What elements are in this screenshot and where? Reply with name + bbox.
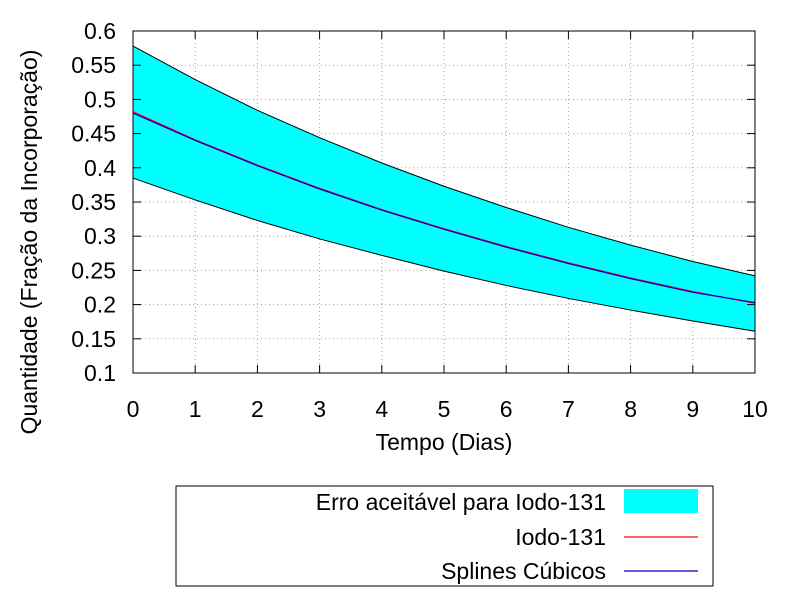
x-tick-label: 7 bbox=[562, 396, 575, 422]
y-tick-label: 0.45 bbox=[71, 121, 116, 147]
legend-label-error-band: Erro aceitável para Iodo-131 bbox=[316, 489, 606, 515]
x-tick-label: 6 bbox=[500, 396, 513, 422]
grid bbox=[133, 31, 755, 373]
legend: Erro aceitável para Iodo-131 Iodo-131 Sp… bbox=[175, 485, 714, 587]
x-tick-label: 10 bbox=[742, 396, 768, 422]
series-iodo-131-line bbox=[132, 111, 756, 304]
y-tick-label: 0.55 bbox=[71, 52, 116, 78]
y-axis-label: Quantidade (Fração da Incorporação) bbox=[16, 50, 42, 435]
x-tick-label: 2 bbox=[251, 396, 264, 422]
legend-box bbox=[175, 485, 714, 587]
x-tick-label: 5 bbox=[438, 396, 451, 422]
x-tick-label: 1 bbox=[189, 396, 202, 422]
y-tick-label: 0.6 bbox=[84, 18, 116, 44]
error-band-lower-edge bbox=[132, 177, 756, 332]
y-tick-label: 0.5 bbox=[84, 86, 116, 112]
x-tick-label: 8 bbox=[624, 396, 637, 422]
y-tick-label: 0.3 bbox=[84, 223, 116, 249]
legend-label-splines-cubicos: Splines Cúbicos bbox=[441, 558, 606, 584]
x-tick-label: 9 bbox=[686, 396, 699, 422]
x-axis-label: Tempo (Dias) bbox=[376, 429, 513, 455]
legend-label-iodo-131: Iodo-131 bbox=[515, 524, 606, 550]
y-tick-label: 0.15 bbox=[71, 326, 116, 352]
x-tick-label: 3 bbox=[313, 396, 326, 422]
y-tick-label: 0.4 bbox=[84, 155, 116, 181]
y-tick-label: 0.25 bbox=[71, 257, 116, 283]
y-tick-label: 0.2 bbox=[84, 292, 116, 318]
error-band bbox=[133, 46, 755, 332]
y-tick-label: 0.1 bbox=[84, 360, 116, 386]
x-tick-label: 0 bbox=[127, 396, 140, 422]
error-band-upper-edge bbox=[132, 45, 756, 277]
ticks bbox=[132, 30, 756, 374]
y-tick-labels: 0.1 0.15 0.2 0.25 0.3 0.35 0.4 0.45 0.5 0.55 0.6 bbox=[71, 18, 116, 386]
series-splines-cubicos-line bbox=[132, 112, 756, 304]
y-tick-label: 0.35 bbox=[71, 189, 116, 215]
x-tick-labels: 0 1 2 3 4 5 6 7 8 9 10 bbox=[127, 396, 768, 422]
x-tick-label: 4 bbox=[375, 396, 388, 422]
legend-swatch-error-band bbox=[624, 489, 698, 513]
